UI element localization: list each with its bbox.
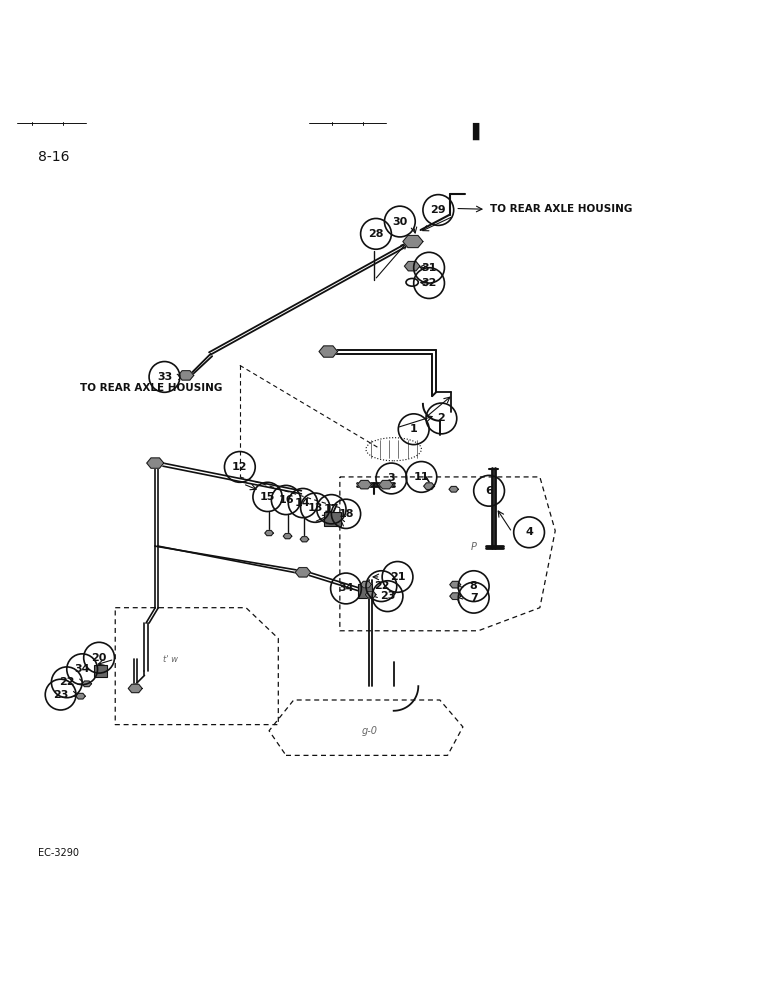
Text: TO REAR AXLE HOUSING: TO REAR AXLE HOUSING bbox=[490, 204, 632, 214]
Text: 14: 14 bbox=[295, 498, 311, 508]
Polygon shape bbox=[265, 531, 273, 536]
Text: g-0: g-0 bbox=[361, 726, 378, 736]
Text: 18: 18 bbox=[338, 509, 354, 519]
Text: 8-16: 8-16 bbox=[39, 150, 69, 164]
FancyBboxPatch shape bbox=[94, 665, 107, 677]
Text: ▌: ▌ bbox=[472, 122, 485, 140]
Text: 32: 32 bbox=[422, 278, 437, 288]
Polygon shape bbox=[128, 684, 142, 693]
Polygon shape bbox=[178, 371, 194, 380]
Text: 3: 3 bbox=[388, 473, 395, 483]
Text: TO REAR AXLE HOUSING: TO REAR AXLE HOUSING bbox=[80, 383, 222, 393]
FancyBboxPatch shape bbox=[358, 584, 372, 598]
Text: 1: 1 bbox=[410, 424, 418, 434]
Text: P: P bbox=[471, 542, 476, 552]
Text: 29: 29 bbox=[431, 205, 446, 215]
Polygon shape bbox=[449, 486, 459, 492]
Text: 22: 22 bbox=[59, 677, 75, 687]
Text: t' w: t' w bbox=[163, 655, 178, 664]
Text: 33: 33 bbox=[157, 372, 172, 382]
Text: 23: 23 bbox=[53, 690, 68, 700]
Polygon shape bbox=[365, 591, 376, 598]
Polygon shape bbox=[319, 346, 337, 357]
Text: 22: 22 bbox=[374, 581, 389, 591]
Text: 28: 28 bbox=[368, 229, 384, 239]
Polygon shape bbox=[403, 235, 423, 248]
Text: 30: 30 bbox=[392, 217, 408, 227]
Polygon shape bbox=[379, 480, 393, 489]
Text: 31: 31 bbox=[422, 263, 437, 273]
Polygon shape bbox=[424, 483, 435, 489]
Text: 23: 23 bbox=[380, 591, 395, 601]
Text: 4: 4 bbox=[525, 527, 533, 537]
Text: 20: 20 bbox=[91, 653, 107, 663]
Polygon shape bbox=[147, 458, 164, 468]
Text: 21: 21 bbox=[390, 572, 405, 582]
Text: 34: 34 bbox=[338, 583, 354, 593]
Text: 16: 16 bbox=[278, 495, 294, 505]
Text: 17: 17 bbox=[323, 504, 339, 514]
Polygon shape bbox=[450, 593, 461, 599]
Polygon shape bbox=[82, 681, 91, 687]
Text: 34: 34 bbox=[74, 664, 90, 674]
Text: EC-3290: EC-3290 bbox=[39, 848, 80, 858]
Polygon shape bbox=[357, 480, 371, 489]
Polygon shape bbox=[405, 261, 420, 271]
Text: 2: 2 bbox=[438, 413, 445, 423]
Text: 11: 11 bbox=[414, 472, 429, 482]
Polygon shape bbox=[295, 568, 310, 577]
Polygon shape bbox=[450, 581, 461, 588]
FancyBboxPatch shape bbox=[324, 512, 341, 526]
Text: 12: 12 bbox=[232, 462, 248, 472]
Polygon shape bbox=[361, 581, 371, 588]
Text: 7: 7 bbox=[470, 593, 478, 603]
Text: 13: 13 bbox=[307, 503, 323, 513]
Text: 15: 15 bbox=[260, 492, 276, 502]
Text: 6: 6 bbox=[485, 486, 493, 496]
Polygon shape bbox=[300, 537, 309, 542]
Text: 8: 8 bbox=[470, 581, 478, 591]
Polygon shape bbox=[283, 534, 292, 539]
Polygon shape bbox=[76, 693, 85, 699]
